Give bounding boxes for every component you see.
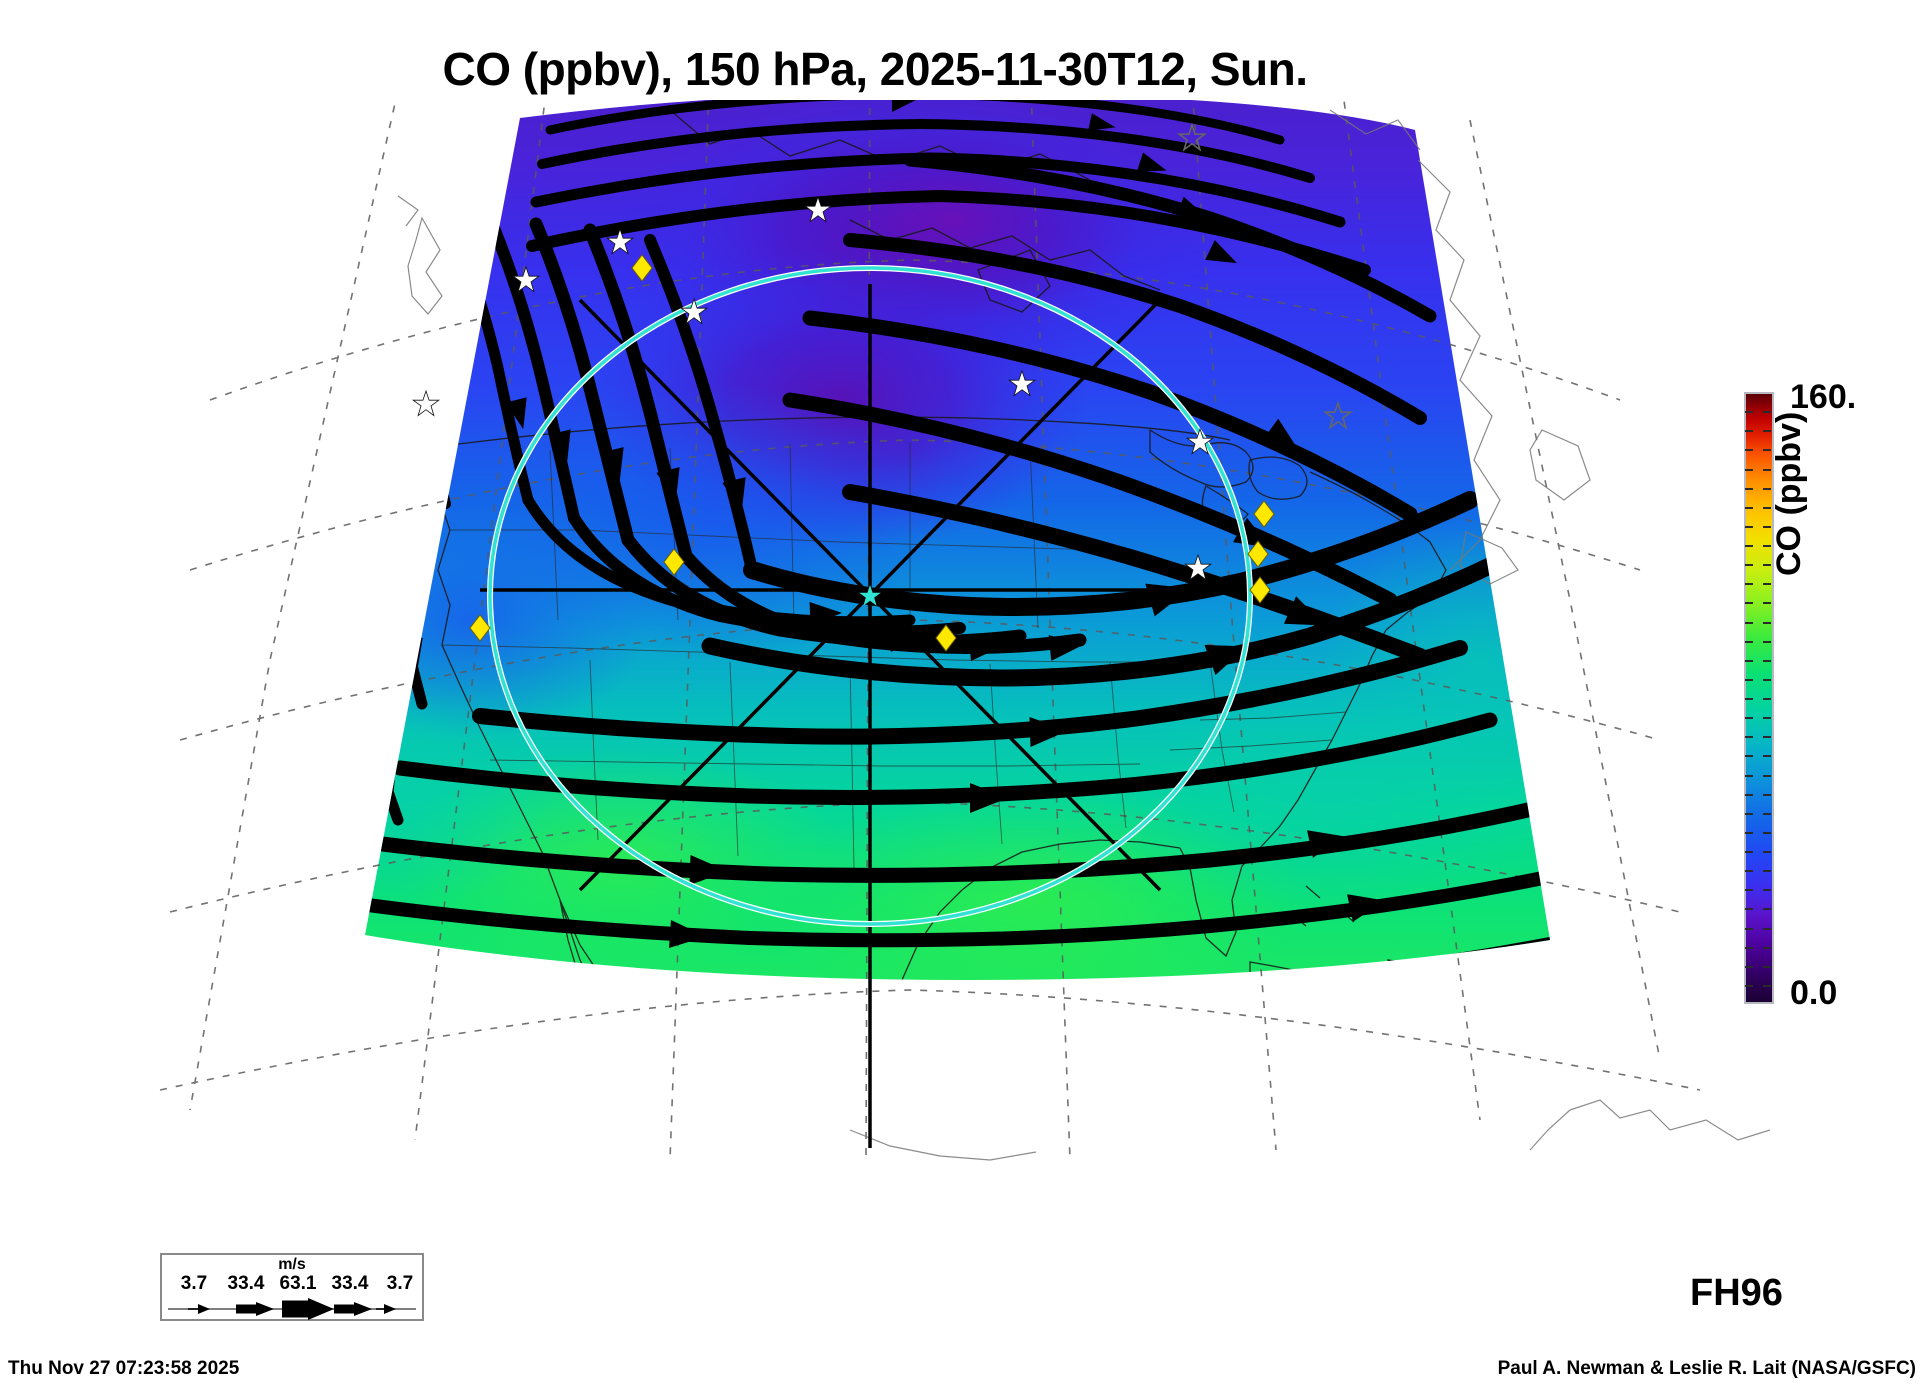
colorbar-tick <box>1745 583 1753 586</box>
colorbar-tick <box>1745 717 1753 720</box>
colorbar-tick <box>1745 621 1753 624</box>
colorbar-tick <box>1745 774 1753 777</box>
colorbar-tick <box>1745 851 1753 853</box>
colorbar-tick <box>1763 774 1771 777</box>
wind-scale-unit-label: m/s <box>278 1256 306 1273</box>
colorbar-tick <box>1745 908 1753 911</box>
colorbar-tick <box>1745 487 1753 490</box>
colorbar-tick <box>1745 870 1753 873</box>
geography-outside-layer <box>397 109 1770 1161</box>
colorbar-tick <box>1763 659 1771 662</box>
colorbar-tick <box>1745 889 1753 892</box>
colorbar-tick <box>1763 812 1771 815</box>
wind-scale-value: 33.4 <box>227 1273 265 1294</box>
colorbar-tick <box>1763 831 1771 834</box>
colorbar-tick <box>1745 927 1753 930</box>
colorbar-tick <box>1745 965 1753 968</box>
colorbar-tick <box>1745 411 1753 414</box>
site-diamond-markers <box>469 254 1275 652</box>
colorbar-tick <box>1763 487 1771 490</box>
colorbar-axis-title: CO (ppbv) <box>1770 411 1808 576</box>
colorbar-tick <box>1745 831 1753 834</box>
colorbar-tick <box>1745 506 1753 509</box>
colorbar-tick <box>1745 659 1753 662</box>
colorbar-tick <box>1763 793 1771 796</box>
colorbar-tick <box>1745 430 1753 433</box>
colorbar-tick <box>1745 602 1753 605</box>
colorbar-tick <box>1763 640 1771 643</box>
colorbar-max-label: 160. <box>1790 378 1857 416</box>
colorbar-tick <box>1745 793 1753 796</box>
colorbar-tick <box>1763 870 1771 873</box>
colorbar-tick <box>1763 525 1771 528</box>
colorbar-tick <box>1745 468 1753 471</box>
colorbar-tick <box>1763 449 1771 452</box>
colorbar-tick <box>1745 564 1753 567</box>
colorbar-tick <box>1763 908 1771 911</box>
wind-scale-legend: m/s 3.7 33.4 63.1 33.4 3.7 <box>160 1253 424 1321</box>
colorbar-tick <box>1763 755 1771 758</box>
colorbar-tick <box>1763 583 1771 586</box>
colorbar-tick <box>1745 525 1753 528</box>
center-site-marker <box>859 585 881 606</box>
colorbar-tick <box>1763 430 1771 433</box>
generation-timestamp: Thu Nov 27 07:23:58 2025 <box>8 1358 240 1379</box>
range-circle <box>488 266 1252 926</box>
wind-scale-value: 3.7 <box>180 1273 208 1294</box>
colorbar-tick <box>1763 965 1771 968</box>
colorbar-tick <box>1763 621 1771 624</box>
author-credit: Paul A. Newman & Leslie R. Lait (NASA/GS… <box>1497 1358 1916 1379</box>
site-star-markers <box>411 122 1354 581</box>
page-title: CO (ppbv), 150 hPa, 2025-11-30T12, Sun. <box>442 43 1308 95</box>
colorbar-tick <box>1763 927 1771 930</box>
colorbar-tick <box>1763 602 1771 605</box>
colorbar-tick <box>1745 736 1753 739</box>
colorbar-tick <box>1745 946 1753 949</box>
colorbar-tick <box>1763 984 1771 987</box>
colorbar-tick <box>1745 640 1753 643</box>
colorbar-min-label: 0.0 <box>1790 974 1838 1012</box>
graticule-layer <box>159 100 1701 1161</box>
colorbar-tick <box>1745 698 1753 700</box>
colorbar-tick <box>1763 698 1771 700</box>
colorbar-tick <box>1763 545 1771 547</box>
colorbar-tick <box>1763 506 1771 509</box>
colorbar-tick <box>1763 564 1771 567</box>
colorbar-tick <box>1763 851 1771 853</box>
colorbar-tick <box>1763 678 1771 681</box>
colorbar-tick <box>1745 449 1753 452</box>
colorbar: 160. 0.0 CO (ppbv) <box>1740 378 1926 1016</box>
colorbar-tick <box>1745 545 1753 547</box>
wind-scale-value: 63.1 <box>279 1273 317 1294</box>
wind-scale-arrows <box>168 1298 416 1320</box>
colorbar-tick <box>1763 468 1771 471</box>
map-panel[interactable] <box>150 100 1770 1260</box>
colorbar-tick <box>1763 411 1771 414</box>
wind-scale-value: 33.4 <box>331 1273 369 1294</box>
colorbar-tick <box>1745 812 1753 815</box>
colorbar-tick <box>1763 717 1771 720</box>
wind-scale-value: 3.7 <box>386 1273 414 1294</box>
map-canvas[interactable] <box>150 100 1770 1260</box>
forecast-hour-label: FH96 <box>1690 1272 1783 1314</box>
colorbar-tick <box>1763 889 1771 892</box>
colorbar-tick <box>1745 678 1753 681</box>
range-circle-overlay <box>480 265 1270 1148</box>
colorbar-tick <box>1763 946 1771 949</box>
colorbar-tick <box>1763 736 1771 739</box>
colorbar-tick <box>1745 984 1753 987</box>
colorbar-tick <box>1745 755 1753 758</box>
